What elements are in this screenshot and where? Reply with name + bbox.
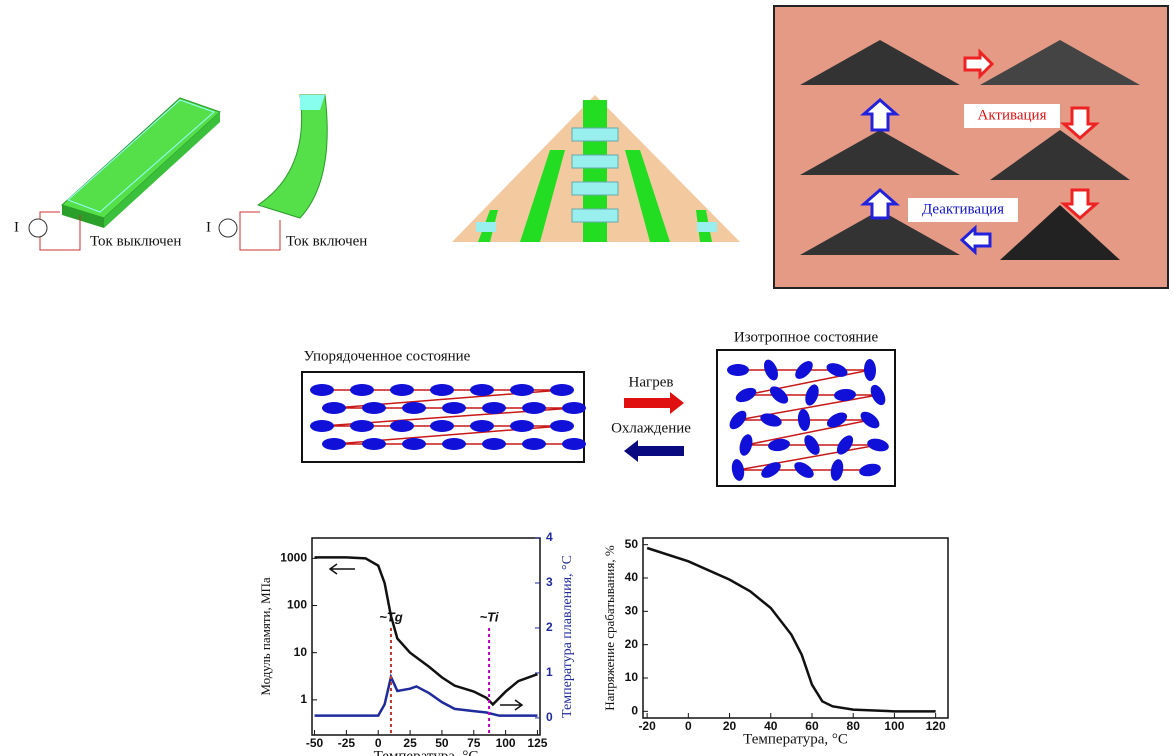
x-tick-label: -20 [638,719,656,733]
mesogen [322,402,346,414]
mesogen [562,438,586,450]
mesogen [442,438,466,450]
y2-tick-label: 2 [546,620,553,634]
mesogen [522,438,546,450]
y-tick-label: 1 [300,692,307,706]
y-axis-label: Напряжение срабатывания, % [602,545,617,711]
x-tick-label: -25 [338,736,356,750]
arrow [624,440,684,462]
mesogen [350,420,374,432]
source-label: I [206,219,211,235]
mesogen [362,402,386,414]
figure: I I Ток выключен Ток включен Активация Д… [0,0,1173,756]
y-axis-label: Модуль памяти, МПа [258,577,273,696]
mesogen [402,402,426,414]
caption: Изотропное состояние [734,329,879,345]
activation-label: Активация [977,107,1046,123]
y2-tick-label: 3 [546,575,553,589]
y-tick-label: 10 [625,670,639,684]
mesogen [402,438,426,450]
y2-axis-label: Температура плавления, °C [560,555,575,718]
x-tick-label: 80 [847,719,861,733]
arrow [624,392,684,414]
mesogen [550,384,574,396]
triangle-actuator [452,95,740,242]
x-tick-label: 125 [527,736,547,750]
mesogen [310,420,334,432]
y2-tick-label: 4 [546,530,553,544]
plot-frame [643,538,948,718]
source-label: I [14,219,19,235]
annotation: ~Ti [480,609,499,624]
deactivation-label: Деактивация [922,201,1004,217]
y-tick-label: 40 [625,570,639,584]
charts: -50-250255075100125110100100001234Темпер… [258,530,948,756]
caption: Ток включен [286,233,367,249]
beam-off [29,98,220,250]
mesogen [510,420,534,432]
y-tick-label: 10 [294,645,308,659]
mesogen [430,384,454,396]
caption: Упорядоченное состояние [304,348,471,364]
mesogen [470,384,494,396]
series-line [315,677,538,716]
mesogen [322,438,346,450]
mesogen [430,420,454,432]
annotation: ~Tg [379,609,403,624]
mesogen [482,402,506,414]
mesogen [362,438,386,450]
y-tick-label: 0 [631,704,638,718]
x-tick-label: 100 [496,736,516,750]
cooling-label: Охлаждение [611,420,691,436]
y2-tick-label: 1 [546,665,553,679]
mesogen [350,384,374,396]
x-axis-label: Температура, °C [743,731,848,747]
mesogen [482,438,506,450]
x-tick-label: 20 [723,719,737,733]
x-tick-label: 120 [926,719,946,733]
y-tick-label: 1000 [280,551,307,565]
heating-label: Нагрев [629,374,674,390]
series-line [315,557,538,704]
x-tick-label: 100 [884,719,904,733]
mesogen [470,420,494,432]
mesogen [442,402,466,414]
mesogen [550,420,574,432]
axis-arrow [500,700,522,710]
y-tick-label: 20 [625,637,639,651]
caption: Ток выключен [90,233,181,249]
mesogen [310,384,334,396]
y-tick-label: 50 [625,537,639,551]
mesogen [390,384,414,396]
mesogen [390,420,414,432]
x-tick-label: 0 [685,719,692,733]
mesogen [510,384,534,396]
photo [774,6,1168,288]
series-line [647,548,936,711]
mesogen [562,402,586,414]
mesogen [727,364,749,376]
y-tick-label: 100 [287,598,307,612]
y2-tick-label: 0 [546,710,553,724]
x-axis-label: Температура, °C [374,748,479,756]
mesogen [522,402,546,414]
axis-arrow [330,564,355,574]
y-tick-label: 30 [625,604,639,618]
x-tick-label: -50 [306,736,324,750]
beam-on [219,95,327,250]
